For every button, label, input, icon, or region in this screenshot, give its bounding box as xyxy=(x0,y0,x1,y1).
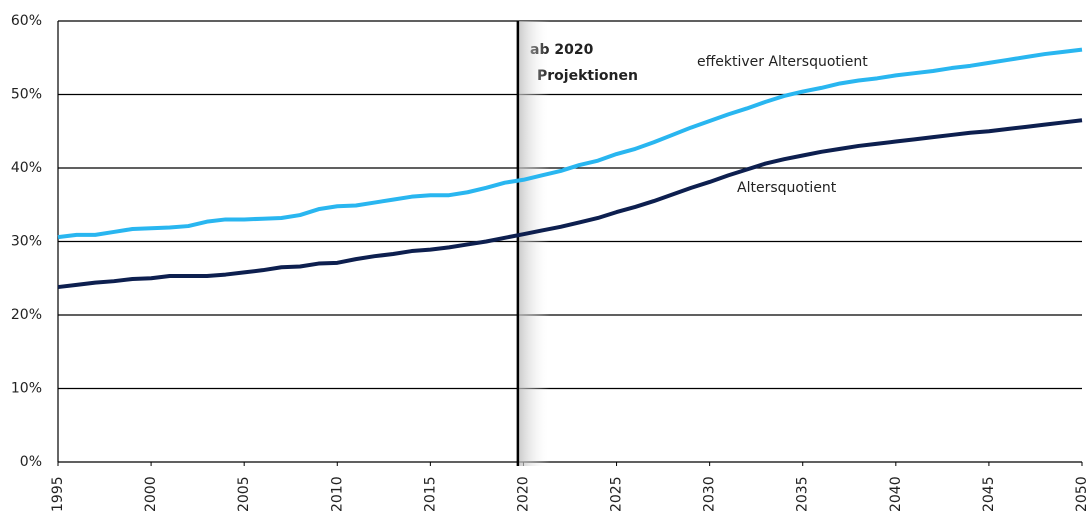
series-line xyxy=(57,47,1083,240)
y-tick-label: 0% xyxy=(20,454,42,470)
y-tick-label: 60% xyxy=(11,13,42,29)
x-tick-label: 2030 xyxy=(702,476,718,512)
x-tick-label: 2035 xyxy=(795,476,811,512)
x-tick-label: 2025 xyxy=(609,476,625,512)
x-tick-label: 2005 xyxy=(236,476,252,512)
annotation: Projektionen xyxy=(537,68,638,84)
x-tick-label: 2020 xyxy=(515,476,531,512)
y-tick-label: 50% xyxy=(11,87,42,103)
x-tick-label: 1995 xyxy=(50,476,66,512)
series-label: effektiver Altersquotient xyxy=(697,54,868,70)
y-tick-label: 10% xyxy=(11,381,42,397)
y-tick-label: 20% xyxy=(11,307,42,323)
y-tick-label: 30% xyxy=(11,234,42,250)
x-tick-label: 2050 xyxy=(1074,476,1089,512)
series-line xyxy=(57,118,1083,290)
y-tick-label: 40% xyxy=(11,160,42,176)
x-tick-label: 2010 xyxy=(329,476,345,512)
x-tick-label: 2015 xyxy=(422,476,438,512)
x-tick-label: 2040 xyxy=(888,476,904,512)
series-label: Altersquotient xyxy=(737,180,837,196)
projection-shade xyxy=(517,21,550,466)
x-tick-label: 2000 xyxy=(143,476,159,512)
x-tick-label: 2045 xyxy=(981,476,997,512)
